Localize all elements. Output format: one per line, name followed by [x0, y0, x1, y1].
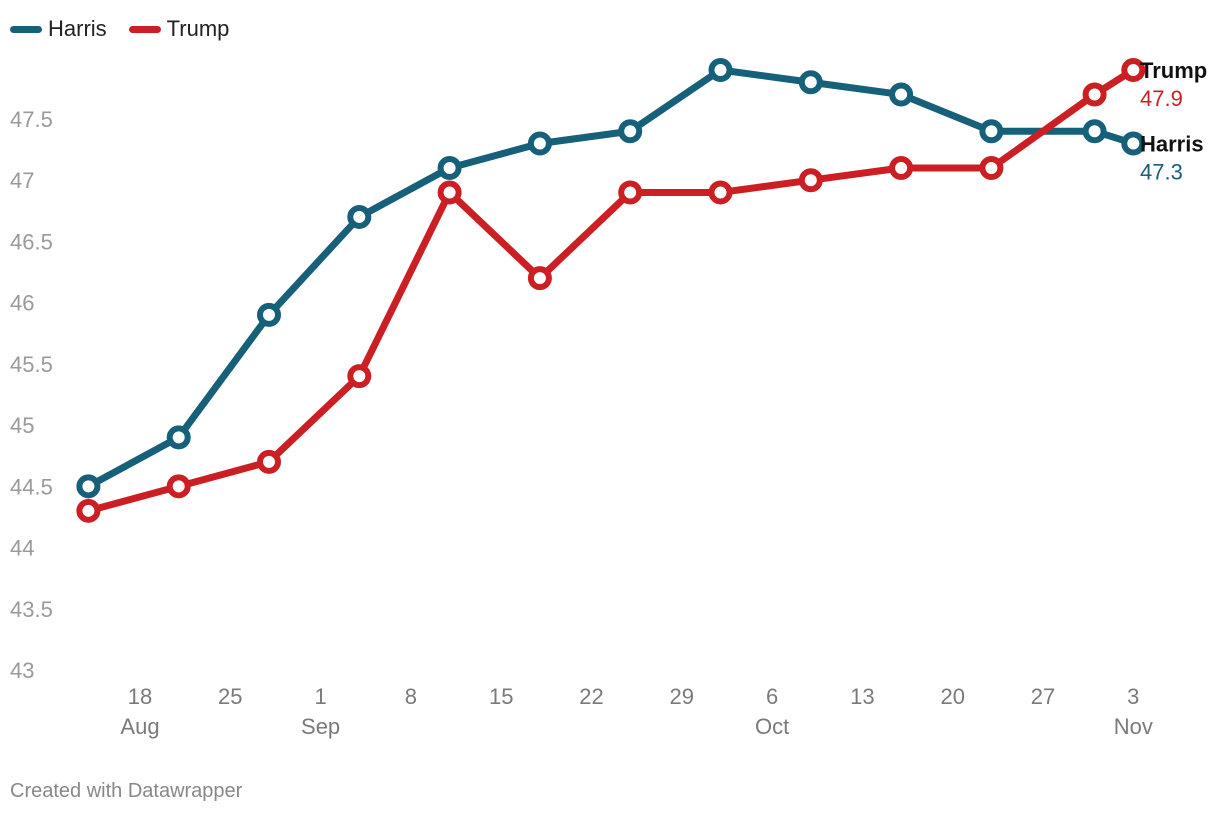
x-tick-label: 29: [670, 684, 694, 709]
legend-label-harris: Harris: [48, 16, 107, 41]
y-tick-label: 44.5: [10, 474, 53, 499]
x-tick-label: 18: [128, 684, 152, 709]
legend-swatch-harris: [10, 25, 42, 33]
x-axis: 18 Aug 25 1 Sep 8 15 22 29 6 Oct 13 20 27 3 Nov: [120, 684, 1152, 739]
y-tick-label: 43.5: [10, 597, 53, 622]
data-point-trump[interactable]: [166, 474, 191, 499]
data-point-trump[interactable]: [1121, 58, 1146, 82]
data-point-trump[interactable]: [889, 155, 914, 180]
data-point-harris[interactable]: [347, 204, 372, 229]
x-tick-month-label: Oct: [755, 714, 789, 739]
data-point-harris[interactable]: [618, 119, 643, 144]
data-point-trump[interactable]: [618, 180, 643, 205]
x-tick-label: 20: [940, 684, 964, 709]
data-point-harris[interactable]: [798, 70, 823, 95]
x-tick-label: 22: [579, 684, 603, 709]
x-tick-month-label: Aug: [120, 714, 159, 739]
x-tick-month-label: Nov: [1114, 714, 1153, 739]
series-layer: [76, 58, 1146, 523]
y-tick-label: 43: [10, 658, 34, 683]
data-point-trump[interactable]: [527, 266, 552, 291]
data-point-trump[interactable]: [257, 449, 281, 474]
x-tick-label: 1: [314, 684, 326, 709]
data-point-harris[interactable]: [76, 474, 101, 499]
y-axis: 43 43.5 44 44.5 45 45.5 46 46.5 47 47.5: [10, 107, 53, 683]
data-point-trump[interactable]: [347, 364, 372, 389]
data-point-harris[interactable]: [166, 425, 191, 450]
y-tick-label: 45: [10, 413, 34, 438]
legend-label-trump: Trump: [166, 16, 230, 41]
data-point-trump[interactable]: [437, 180, 462, 205]
data-point-harris[interactable]: [257, 302, 281, 327]
y-tick-label: 46.5: [10, 229, 53, 254]
y-tick-label: 45.5: [10, 352, 53, 377]
y-tick-label: 44: [10, 536, 34, 561]
y-tick-label: 46: [10, 291, 34, 316]
data-point-harris[interactable]: [437, 155, 462, 180]
data-point-trump[interactable]: [1082, 82, 1107, 107]
end-label-value-trump: 47.9: [1140, 86, 1183, 111]
end-labels: Harris 47.3 Trump 47.9: [1140, 58, 1207, 184]
x-tick-month-label: Sep: [301, 714, 340, 739]
data-point-harris[interactable]: [889, 82, 914, 107]
data-point-harris[interactable]: [979, 119, 1004, 144]
data-point-trump[interactable]: [798, 168, 823, 193]
legend-item-harris[interactable]: Harris: [10, 16, 107, 42]
x-tick-label: 8: [405, 684, 417, 709]
x-tick-label: 3: [1127, 684, 1139, 709]
data-point-trump[interactable]: [979, 155, 1004, 180]
end-label-value-harris: 47.3: [1140, 159, 1183, 184]
end-label-name-trump: Trump: [1140, 58, 1207, 83]
data-point-harris[interactable]: [1121, 131, 1146, 156]
data-point-harris[interactable]: [708, 58, 733, 82]
x-tick-label: 6: [766, 684, 778, 709]
x-tick-label: 27: [1031, 684, 1055, 709]
legend-swatch-trump: [128, 25, 161, 33]
data-point-harris[interactable]: [1082, 119, 1107, 144]
data-point-trump[interactable]: [708, 180, 733, 205]
data-point-trump[interactable]: [76, 498, 101, 523]
data-point-harris[interactable]: [527, 131, 552, 156]
y-tick-label: 47.5: [10, 107, 53, 132]
footer-credit: Created with Datawrapper: [10, 780, 243, 802]
x-tick-label: 15: [489, 684, 513, 709]
legend-item-trump[interactable]: Trump: [128, 16, 230, 42]
x-tick-label: 13: [850, 684, 874, 709]
x-tick-label: 25: [218, 684, 242, 709]
series-line-harris: [84, 66, 1137, 490]
y-tick-label: 47: [10, 168, 34, 193]
legend: Harris Trump: [10, 16, 229, 42]
end-label-name-harris: Harris: [1140, 131, 1204, 156]
